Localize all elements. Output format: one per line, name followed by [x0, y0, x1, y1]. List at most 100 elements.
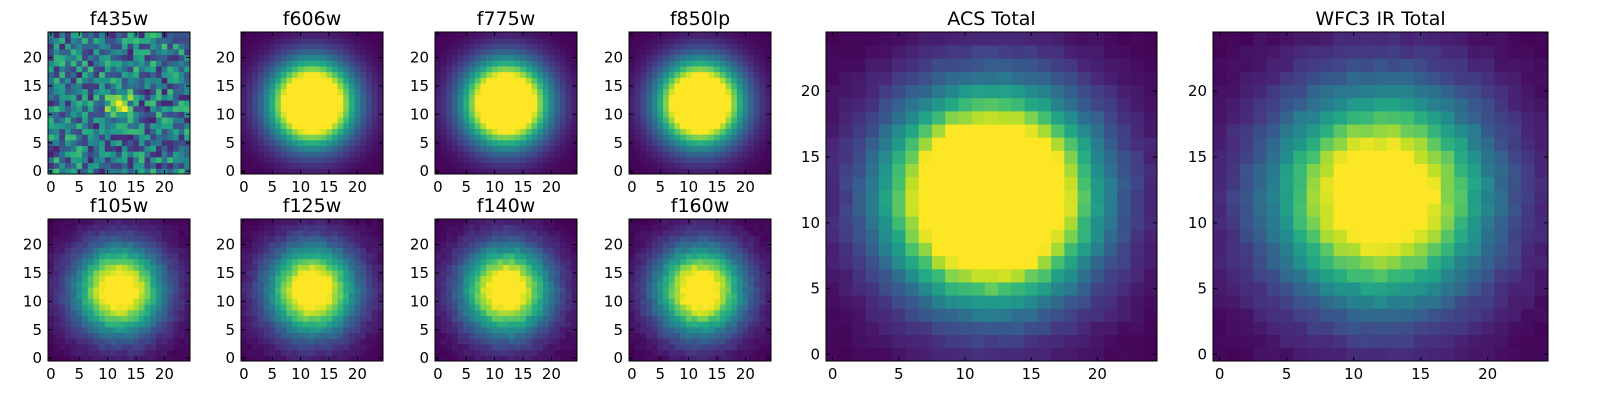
heatmap-cell	[708, 326, 715, 333]
heatmap-cell	[172, 122, 180, 129]
heatmap-cell	[702, 88, 709, 95]
heatmap-cell	[348, 304, 355, 311]
heatmap-cell	[565, 321, 572, 328]
heatmap-cell	[258, 270, 265, 277]
heatmap-cell	[360, 168, 367, 175]
heatmap-cell	[640, 32, 647, 39]
heatmap-cell	[297, 43, 304, 50]
heatmap-cell	[331, 315, 338, 322]
heatmap-cell	[360, 298, 367, 305]
heatmap-cell	[457, 49, 464, 56]
heatmap-cell	[685, 43, 692, 50]
heatmap-cell	[565, 32, 572, 39]
heatmap-cell	[252, 332, 259, 339]
heatmap-cell	[497, 139, 504, 146]
y-tick-label: 5	[225, 321, 235, 339]
heatmap-cell	[99, 258, 106, 265]
heatmap-cell	[640, 54, 647, 61]
heatmap-cell	[371, 292, 378, 299]
heatmap-cell	[110, 32, 117, 39]
heatmap-cell	[110, 355, 117, 362]
heatmap-cell	[531, 332, 538, 339]
heatmap-cell	[144, 309, 151, 316]
heatmap-cell	[640, 122, 647, 129]
heatmap-cell	[474, 338, 481, 345]
heatmap-cell	[82, 162, 89, 169]
heatmap-cell	[634, 315, 641, 322]
heatmap-cell	[116, 292, 123, 299]
heatmap-cell	[326, 105, 333, 112]
heatmap-cell	[314, 111, 321, 118]
heatmap-cell	[491, 287, 498, 294]
heatmap-cell	[463, 37, 470, 44]
y-tick-label: 20	[216, 236, 235, 254]
heatmap-cell	[360, 326, 367, 333]
x-tick-label: 0	[239, 178, 249, 196]
heatmap-cell	[59, 122, 66, 129]
heatmap-cell	[331, 270, 338, 277]
heatmap-cell	[326, 66, 333, 73]
heatmap-cell	[331, 275, 338, 282]
heatmap-cell	[559, 270, 567, 277]
heatmap-cell	[457, 309, 464, 316]
heatmap-cell	[571, 122, 578, 129]
heatmap-cell	[337, 298, 344, 305]
heatmap-cell	[371, 168, 378, 175]
heatmap-cell	[634, 60, 641, 67]
heatmap-cell	[286, 134, 293, 141]
heatmap-cell	[674, 162, 681, 169]
heatmap-cell	[634, 343, 641, 351]
heatmap-cell	[559, 258, 567, 265]
heatmap-cell	[167, 134, 174, 141]
heatmap-cell	[144, 139, 151, 146]
heatmap-cell	[87, 60, 94, 67]
heatmap-cell	[640, 298, 647, 305]
heatmap-cell	[82, 264, 89, 271]
heatmap-cell	[646, 66, 653, 73]
heatmap-cell	[559, 236, 567, 243]
heatmap-cell	[759, 326, 766, 333]
heatmap-cell	[680, 304, 687, 311]
heatmap-cell	[292, 32, 299, 39]
heatmap-cell	[663, 94, 670, 101]
heatmap-cell	[463, 287, 470, 294]
heatmap-cell	[474, 151, 481, 158]
heatmap-cell	[634, 304, 641, 311]
heatmap-cell	[508, 37, 515, 44]
heatmap-cell	[172, 43, 180, 50]
heatmap-cell	[275, 88, 282, 95]
heatmap-cell	[292, 321, 299, 328]
heatmap-cell	[640, 315, 647, 322]
heatmap-cell	[252, 88, 259, 95]
heatmap-cell	[520, 343, 527, 351]
heatmap-cell	[150, 275, 157, 282]
heatmap-cell	[93, 321, 100, 328]
heatmap-cell	[554, 162, 561, 169]
heatmap-cell	[127, 275, 134, 282]
heatmap-cell	[371, 128, 378, 135]
heatmap-cell	[275, 275, 282, 282]
heatmap-cell	[446, 122, 453, 129]
heatmap-cell	[76, 292, 83, 299]
heatmap-cell	[759, 122, 766, 129]
heatmap-cell	[343, 105, 350, 112]
heatmap-cell	[184, 156, 191, 164]
heatmap-cell	[714, 122, 721, 129]
heatmap-cell	[697, 111, 704, 118]
heatmap-cell	[314, 241, 321, 248]
heatmap-cell	[702, 94, 709, 101]
heatmap-cell	[99, 134, 106, 141]
heatmap-cell	[263, 281, 270, 288]
heatmap-cell	[663, 83, 670, 90]
heatmap-cell	[104, 43, 111, 50]
heatmap-cell	[537, 219, 544, 226]
heatmap-cell	[161, 281, 168, 288]
heatmap-cell	[452, 355, 459, 362]
heatmap-cell	[469, 270, 476, 277]
heatmap-cell	[697, 275, 704, 282]
heatmap-cell	[651, 298, 658, 305]
heatmap-cell	[354, 241, 361, 248]
heatmap-cell	[719, 117, 726, 124]
heatmap-cell	[354, 258, 361, 265]
